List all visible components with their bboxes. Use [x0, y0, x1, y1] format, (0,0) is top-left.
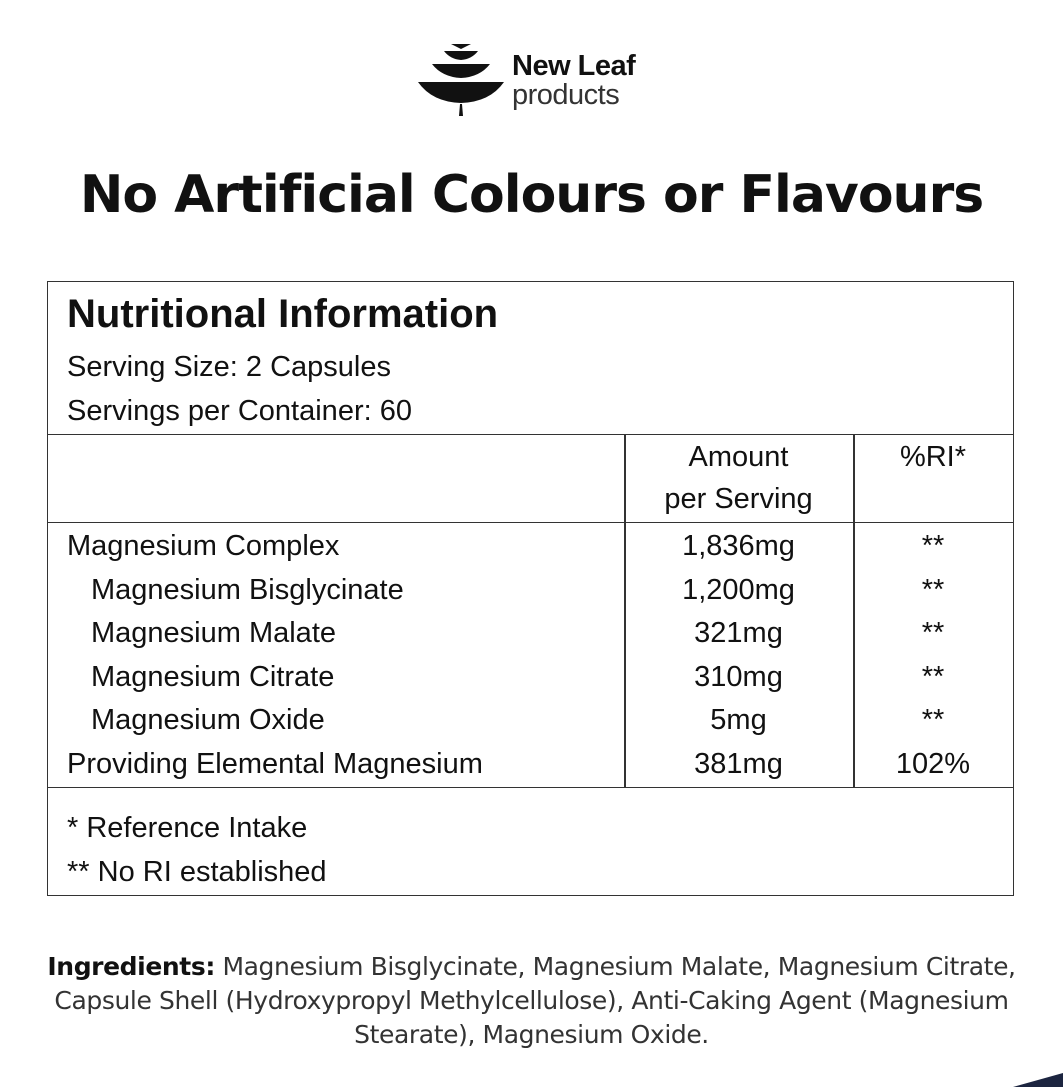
- nutrient-name: Magnesium Citrate: [91, 660, 335, 693]
- footnote-no-ri: ** No RI established: [67, 856, 327, 888]
- nutrient-ri: 102%: [895, 747, 971, 780]
- corner-accent: [1013, 1073, 1063, 1087]
- nutrient-amount: 5mg: [710, 704, 767, 736]
- column-header-row: [48, 434, 1013, 523]
- headline: No Artificial Colours or Flavours: [79, 165, 984, 225]
- nutrient-ri: **: [921, 617, 945, 649]
- ri-header: %RI*: [899, 441, 967, 473]
- nutrient-amount: 310mg: [694, 660, 783, 693]
- ingredients-text: Magnesium Bisglycinate, Magnesium Malate…: [54, 952, 1016, 1049]
- nutrition-panel: Nutritional Information Serving Size: 2 …: [47, 281, 1014, 896]
- brand-logo: New Leaf products: [418, 42, 636, 120]
- nutrient-amount: 1,836mg: [682, 530, 795, 562]
- nutrient-name: Magnesium Bisglycinate: [91, 573, 404, 606]
- nutrient-ri: **: [921, 573, 945, 606]
- nutrient-name: Magnesium Malate: [91, 617, 336, 649]
- divider: [853, 434, 855, 788]
- nutrient-name: Magnesium Complex: [67, 530, 340, 562]
- nutrient-amount: 321mg: [694, 617, 783, 649]
- nutrient-name: Providing Elemental Magnesium: [67, 747, 483, 780]
- brand-name: New Leaf: [512, 50, 636, 82]
- servings-per-container: Servings per Container: 60: [67, 395, 412, 427]
- panel-header: [48, 282, 1013, 435]
- serving-size: Serving Size: 2 Capsules: [67, 351, 391, 383]
- divider: [624, 434, 626, 788]
- ingredients-label: Ingredients:: [47, 952, 215, 981]
- nutrient-ri: **: [921, 704, 945, 736]
- nutrient-amount: 1,200mg: [682, 573, 795, 606]
- panel-title: Nutritional Information: [67, 292, 499, 336]
- nutrient-name: Magnesium Oxide: [91, 704, 325, 736]
- leaf-tree-icon: [418, 44, 504, 116]
- amount-header: Amount: [688, 441, 789, 473]
- brand-subtitle: products: [512, 79, 620, 111]
- footnote-ri: * Reference Intake: [67, 812, 308, 844]
- nutrient-ri: **: [921, 530, 945, 562]
- amount-header-2: per Serving: [664, 483, 813, 515]
- ingredients: Ingredients: Magnesium Bisglycinate, Mag…: [40, 950, 1023, 1052]
- nutrient-rows: [48, 523, 1013, 788]
- nutrient-amount: 381mg: [694, 747, 783, 780]
- nutrient-ri: **: [921, 660, 945, 693]
